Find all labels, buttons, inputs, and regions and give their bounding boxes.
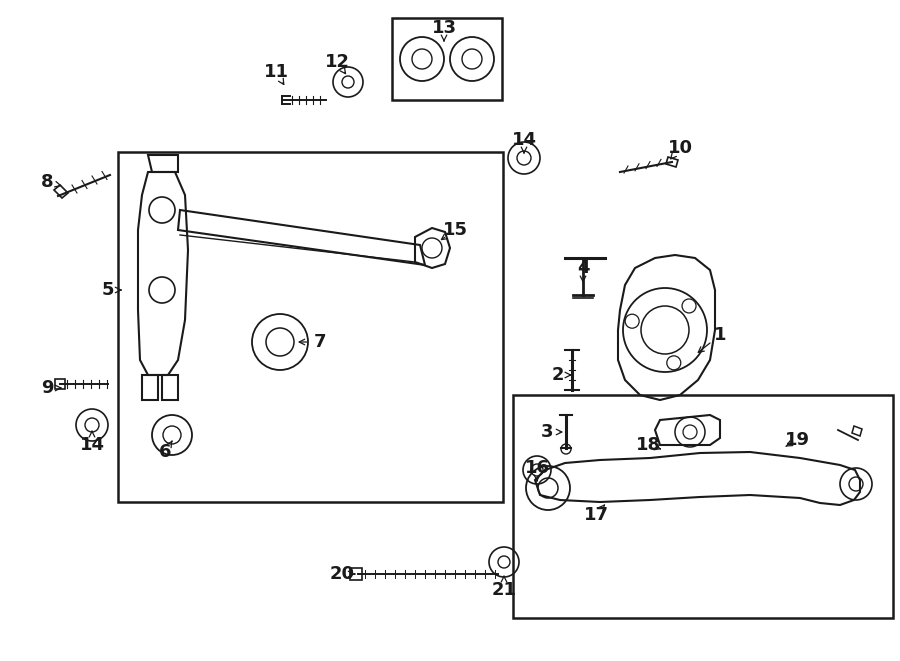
Text: 6: 6	[158, 443, 171, 461]
Text: 7: 7	[314, 333, 326, 351]
Bar	[513, 395, 893, 618]
Text: 4: 4	[577, 259, 590, 277]
Text: 9: 9	[40, 379, 53, 397]
Text: 14: 14	[511, 131, 536, 149]
Text: 5: 5	[102, 281, 114, 299]
Text: 10: 10	[668, 139, 692, 157]
Bar	[392, 18, 502, 100]
Text: 1: 1	[714, 326, 726, 344]
Text: 3: 3	[541, 423, 554, 441]
Text: 8: 8	[40, 173, 53, 191]
Text: 14: 14	[79, 436, 104, 454]
Text: 16: 16	[525, 459, 550, 477]
Text: 12: 12	[325, 53, 349, 71]
Text: 21: 21	[491, 581, 517, 599]
Text: 18: 18	[635, 436, 661, 454]
Text: 13: 13	[431, 19, 456, 37]
Text: 20: 20	[329, 565, 355, 583]
Text: 15: 15	[443, 221, 467, 239]
Text: 19: 19	[785, 431, 809, 449]
Text: 11: 11	[264, 63, 289, 81]
Text: 2: 2	[552, 366, 564, 384]
Bar	[118, 152, 503, 502]
Text: 17: 17	[583, 506, 608, 524]
